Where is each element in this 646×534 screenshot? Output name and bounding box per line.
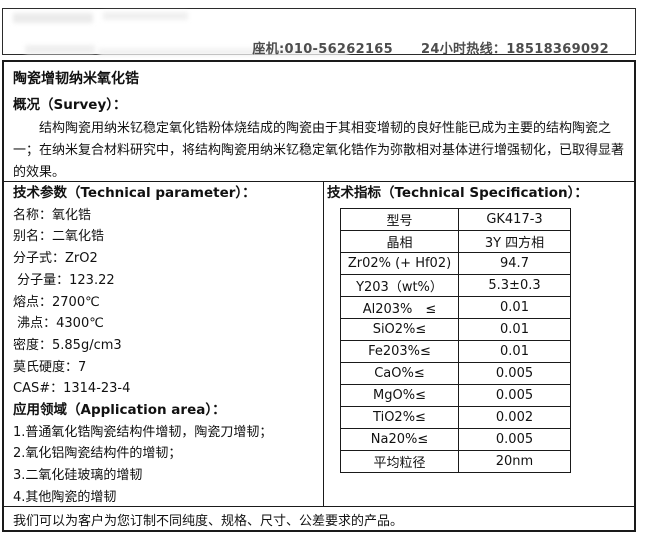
spec-value-cell: GK417-3 bbox=[458, 207, 571, 231]
spec-row: CaO%≤ 0.005 bbox=[340, 361, 571, 385]
survey-heading: 概况（Survey）： bbox=[13, 97, 127, 113]
page-title: 陶瓷增韧纳米氧化锆 bbox=[13, 71, 139, 87]
application-item-3: 3.二氧化硅玻璃的增韧 bbox=[13, 468, 143, 484]
spec-row: Y203（wt%） 5.3±0.3 bbox=[340, 273, 571, 297]
spec-value-cell: 0.01 bbox=[458, 317, 571, 341]
application-area-heading: 应用领域（Application area）： bbox=[13, 402, 226, 419]
spec-row: Na20%≤ 0.005 bbox=[340, 427, 571, 451]
param-item-mohs-hardness: 莫氏硬度：7 bbox=[13, 359, 87, 375]
param-item-density: 密度：5.85g/cm3 bbox=[13, 337, 122, 353]
spec-row: 型号 GK417-3 bbox=[340, 207, 571, 231]
hotline-number: 24小时热线：18518369092 bbox=[421, 42, 609, 57]
spec-row: Zr02% (+ Hf02) 94.7 bbox=[340, 251, 571, 275]
param-item-formula: 分子式：ZrO2 bbox=[13, 251, 98, 267]
spec-value-cell: 94.7 bbox=[458, 251, 571, 275]
spec-label-cell: Zr02% (+ Hf02) bbox=[340, 251, 459, 275]
spec-label-cell: CaO%≤ bbox=[340, 361, 459, 385]
param-item-cas: CAS#：1314-23-4 bbox=[13, 381, 131, 397]
contact-header-box: 座机:010-56262165 24小时热线：18518369092 bbox=[2, 8, 636, 57]
spec-table: 型号 GK417-3 晶相 3Y 四方相 Zr02% (+ Hf02) 94.7… bbox=[340, 207, 571, 473]
technical-specification-column: 技术指标（Technical Specification）： 型号 GK417-… bbox=[323, 182, 634, 506]
technical-parameter-heading: 技术参数（Technical parameter）： bbox=[13, 185, 256, 201]
spec-label-cell: 平均粒径 bbox=[340, 449, 459, 473]
technical-specification-heading: 技术指标（Technical Specification）： bbox=[327, 185, 588, 201]
spec-row: Fe203%≤ 0.01 bbox=[340, 339, 571, 363]
spec-row: 晶相 3Y 四方相 bbox=[340, 229, 571, 253]
spec-label-cell: SiO2%≤ bbox=[340, 317, 459, 341]
application-item-2: 2.氧化铝陶瓷结构件的增韧； bbox=[13, 446, 182, 462]
spec-label-cell: Y203（wt%） bbox=[340, 273, 459, 297]
spec-value-cell: 20nm bbox=[458, 449, 571, 473]
spec-label-cell: TiO2%≤ bbox=[340, 405, 459, 429]
spec-label-cell: 晶相 bbox=[340, 229, 459, 253]
spec-row: TiO2%≤ 0.002 bbox=[340, 405, 571, 429]
spec-value-cell: 0.005 bbox=[458, 361, 571, 385]
application-item-1: 1.普通氧化锆陶瓷结构件增韧，陶瓷刀增韧； bbox=[13, 424, 273, 440]
spec-value-cell: 0.005 bbox=[458, 383, 571, 407]
spec-label-cell: Fe203%≤ bbox=[340, 339, 459, 363]
param-item-name: 名称：氧化锆 bbox=[13, 207, 92, 223]
application-item-4: 4.其他陶瓷的增韧 bbox=[13, 489, 117, 505]
survey-paragraph: 结构陶瓷用纳米钇稳定氧化锆粉体烧结成的陶瓷由于其相变增韧的良好性能已成为主要的结… bbox=[13, 121, 625, 180]
spec-value-cell: 0.01 bbox=[458, 295, 571, 319]
intro-section: 陶瓷增韧纳米氧化锆 概况（Survey）： 结构陶瓷用纳米钇稳定氧化锆粉体烧结成… bbox=[4, 62, 634, 181]
param-item-molar-mass: 分子量：123.22 bbox=[13, 272, 115, 288]
spec-label-cell: Na20%≤ bbox=[340, 427, 459, 451]
watermark-smudge bbox=[25, 45, 95, 54]
custom-order-note: 我们可以为客户为您订制不同纯度、规格、尺寸、公差要求的产品。 bbox=[13, 514, 404, 529]
spec-row: MgO%≤ 0.005 bbox=[340, 383, 571, 407]
spec-value-cell: 0.005 bbox=[458, 427, 571, 451]
spec-row: SiO2%≤ 0.01 bbox=[340, 317, 571, 341]
landline-number: 座机:010-56262165 bbox=[252, 42, 393, 57]
spec-value-cell: 0.01 bbox=[458, 339, 571, 363]
spec-row: 平均粒径 20nm bbox=[340, 449, 571, 473]
spec-label-cell: 型号 bbox=[340, 207, 459, 231]
spec-value-cell: 3Y 四方相 bbox=[458, 229, 571, 253]
spec-label-cell: MgO%≤ bbox=[340, 383, 459, 407]
watermark-smudge bbox=[13, 13, 93, 23]
spec-value-cell: 5.3±0.3 bbox=[458, 273, 571, 297]
watermark-smudge bbox=[98, 48, 348, 56]
param-item-alias: 别名：二氧化锆 bbox=[13, 229, 105, 245]
contact-line: 座机:010-56262165 24小时热线：18518369092 bbox=[233, 23, 609, 72]
param-item-boiling-point: 沸点：4300℃ bbox=[13, 316, 104, 332]
technical-parameter-column: 技术参数（Technical parameter）： 名称：氧化锆 别名：二氧化… bbox=[4, 182, 323, 506]
product-sheet: 陶瓷增韧纳米氧化锆 概况（Survey）： 结构陶瓷用纳米钇稳定氧化锆粉体烧结成… bbox=[2, 60, 636, 532]
spec-row: Al203% ≤ 0.01 bbox=[340, 295, 571, 319]
columns-section: 技术参数（Technical parameter）： 名称：氧化锆 别名：二氧化… bbox=[4, 181, 634, 507]
spec-label-cell: Al203% ≤ bbox=[340, 295, 459, 319]
param-item-melting-point: 熔点：2700℃ bbox=[13, 294, 100, 310]
watermark-smudge bbox=[103, 12, 188, 20]
spec-value-cell: 0.002 bbox=[458, 405, 571, 429]
